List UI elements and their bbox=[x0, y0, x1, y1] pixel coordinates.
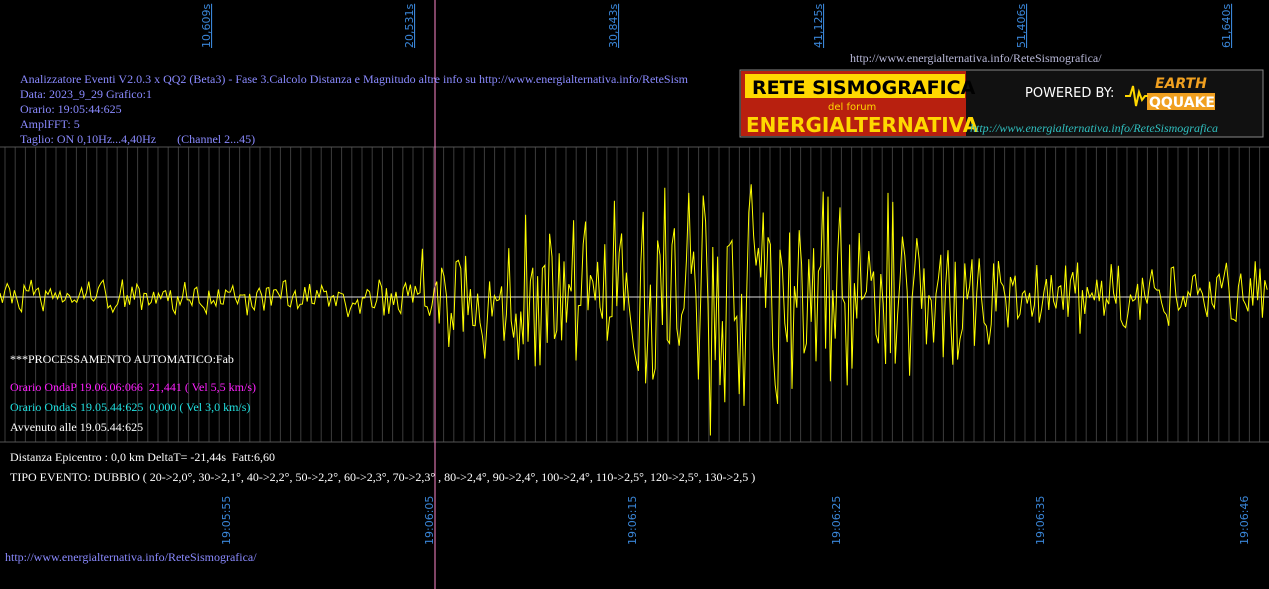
top-tick-label: 30,843s bbox=[607, 4, 620, 48]
top-tick-label: 61,640s bbox=[1220, 4, 1233, 48]
grid bbox=[4, 147, 1261, 442]
processing: ***PROCESSAMENTO AUTOMATICO:Fab Orario O… bbox=[5, 352, 755, 564]
logo-band bbox=[745, 74, 965, 98]
bottom-tick-label: 19:06:25 bbox=[830, 496, 843, 545]
logo: RETE SISMOGRAFICA del forum ENERGIALTERN… bbox=[739, 69, 1264, 138]
logo-icon bbox=[1125, 85, 1148, 107]
logo-subtitle: del forum bbox=[828, 102, 876, 113]
header-line: Taglio: ON 0,10Hz...4,40Hz (Channel 2...… bbox=[20, 132, 255, 146]
summary-line: Distanza Epicentro : 0,0 km DeltaT= -21,… bbox=[10, 450, 275, 464]
bottom-tick-label: 19:06:46 bbox=[1238, 496, 1251, 545]
header: Analizzatore Eventi V2.0.3 x QQ2 (Beta3)… bbox=[20, 72, 689, 146]
header-line: Data: 2023_9_29 Grafico:1 bbox=[20, 87, 152, 101]
time-axes: 10,609s 20,531s 30,843s 41,125s 51,406s 61,64… bbox=[200, 4, 1251, 545]
top-tick-label: 10,609s bbox=[200, 4, 213, 48]
logo-brand-box bbox=[1147, 93, 1215, 110]
processing-title: ***PROCESSAMENTO AUTOMATICO:Fab bbox=[10, 352, 234, 366]
logo-brand: EARTH bbox=[1155, 76, 1207, 92]
logo-url: http://www.energialternativa.info/ReteSi… bbox=[970, 121, 1218, 135]
wave-p: Orario OndaP 19.06.06:066 21,441 ( Vel 5… bbox=[10, 380, 256, 394]
bottom-tick-label: 19:06:05 bbox=[423, 496, 436, 545]
header-line: Analizzatore Eventi V2.0.3 x QQ2 (Beta3)… bbox=[20, 72, 689, 86]
top-url: http://www.energialternativa.info/ReteSi… bbox=[850, 51, 1102, 65]
summary-line: TIPO EVENTO: DUBBIO ( 20->2,0°, 30->2,1°… bbox=[10, 470, 755, 484]
bottom-tick-label: 19:05:55 bbox=[220, 496, 233, 545]
top-tick-label: 41,125s bbox=[812, 4, 825, 48]
logo-title: RETE SISMOGRAFICA bbox=[752, 77, 976, 99]
occurred: Avvenuto alle 19.05.44:625 bbox=[10, 420, 143, 434]
logo-name: ENERGIALTERNATIVA bbox=[746, 113, 979, 137]
wave-s: Orario OndaS 19.05.44:625 0,000 ( Vel 3,… bbox=[10, 400, 250, 414]
waveform bbox=[0, 184, 1268, 436]
header-line: Orario: 19:05:44:625 bbox=[20, 102, 122, 116]
logo-powered: POWERED BY: bbox=[1025, 86, 1114, 101]
top-tick-label: 20,531s bbox=[403, 4, 416, 48]
bottom-tick-label: 19:06:35 bbox=[1034, 496, 1047, 545]
header-line: AmplFFT: 5 bbox=[20, 117, 80, 131]
logo-brand: QQUAKE bbox=[1149, 95, 1215, 111]
top-tick-label: 51,406s bbox=[1015, 4, 1028, 48]
bottom-tick-label: 19:06:15 bbox=[626, 496, 639, 545]
bottom-url: http://www.energialternativa.info/ReteSi… bbox=[5, 550, 257, 564]
